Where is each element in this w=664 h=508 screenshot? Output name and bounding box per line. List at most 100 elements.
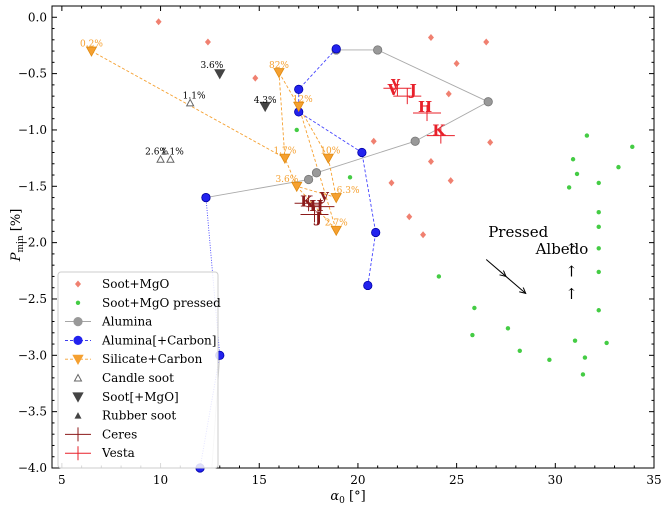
legend-marker [72,354,84,366]
alumina-point [373,45,383,55]
axis-ticks: 5 10 15 20 25 30 35 0.0 −0.5 −1.0 −1.5 −2.0 −2.5 −3.0… [18,6,662,487]
legend-label: Vesta [101,446,135,460]
observation-letter: H [309,197,323,215]
soot-mgo-point [427,158,434,166]
x-tick-label: 5 [58,473,66,487]
soot-mgo-pressed-point [566,185,572,190]
point-labels: 0.2% 82% 12% 1.7% 10% 3.6% 6.3% 2.7% 3.6% 1.1% 4.3… [80,40,446,229]
soot-mgo-pressed-point [616,164,621,170]
ceres-point [300,206,329,223]
soot-mgo-pressed-point [630,144,635,150]
soot-mgo-point [427,34,434,42]
silicate-carbon-point [85,46,98,57]
point-label: 1.7% [273,147,296,157]
x-tick-label: 25 [449,473,464,487]
soot-mgo-point [370,137,377,145]
x-axis-label-unit: [°] [345,489,366,504]
silicate-carbon-line [327,158,337,198]
y-tick-label: −2.5 [18,292,47,306]
series-markers [85,18,635,473]
legend-label: Soot[+MgO] [102,390,179,404]
alumina-point [303,174,314,185]
candle-soot-point [166,154,175,163]
point-label: 2.6% [145,148,168,158]
annotation-text: ↑ [565,285,578,303]
legend-label: Silicate+Carbon [102,352,203,366]
silicate-carbon-line [296,185,337,198]
y-tick-label: −2.0 [18,236,47,250]
silicate-carbon-point [279,153,291,164]
legend-marker [73,335,83,345]
point-label: 12% [293,95,313,105]
silicate-carbon-point [273,68,285,79]
legend-label: Alumina[+Carbon] [101,333,216,347]
soot-mgo-pressed-point [596,210,601,215]
candle-soot-point [156,154,165,163]
soot-mgo-pressed-point [572,338,578,343]
soot-mgo-pressed-point [580,372,586,377]
x-axis-label-sub: 0 [339,496,345,506]
legend-marker [72,392,84,403]
soot-mgo-pressed-point [584,133,590,138]
point-label: 4.3% [254,96,277,106]
silicate-carbon-point [293,101,305,113]
annotation-text: Pressed [488,223,548,241]
vesta-point [413,105,442,122]
legend-label: Soot+MgO [102,277,170,291]
soot-mgo-pressed-point [574,171,580,177]
point-label: 1.1% [161,148,184,158]
observation-letter: y [319,186,330,204]
soot-mgo-pressed-point [547,357,552,363]
annotation-text: ↑ [565,240,578,258]
legend: Soot+MgO Soot+MgO pressed Alumina Alumina[+… [57,271,221,469]
y-tick-label: 0.0 [28,10,47,24]
point-label: 6.3% [337,186,360,196]
soot-mgo-pressed-point [517,348,522,354]
vesta-point [393,88,422,105]
alumina-carbon-low-point [201,192,211,203]
y-axis-label-sub: min [16,235,26,252]
y-axis-label-unit: [%] [9,209,24,236]
y-tick-label: −1.5 [18,179,47,193]
legend-marker [75,300,81,305]
silicate-carbon-line [278,72,300,107]
soot-mgo-point [447,177,454,185]
vesta-point [426,127,455,144]
observation-letter: V [387,81,400,99]
soot-mgo-point [445,90,452,98]
soot-mgo-pressed-point [505,326,511,331]
legend-label: Soot+MgO pressed [102,296,221,310]
alumina-carbon-line [298,48,377,286]
soot-mgo-point [406,213,413,221]
x-tick-label: 20 [350,473,365,487]
observation-letter: H [418,98,432,116]
legend-marker [75,280,81,288]
soot-mgo-pressed-point [582,355,588,360]
point-label: 82% [269,61,289,71]
legend-marker [73,373,83,382]
point-label: 3.6% [275,175,298,185]
observation-letter: J [408,81,417,99]
soot-mgo-point [483,38,490,46]
y-axis-label: Pmin [%] [9,209,26,263]
alumina-carbon-point [331,44,341,54]
y-tick-label: −0.5 [18,67,47,81]
soot-mgo-point [259,101,271,113]
soot-mgo-pressed-point [347,175,353,180]
legend-label: Candle soot [102,371,174,385]
y-axis-label-symbol: P [9,252,24,262]
silicate-carbon-point [330,193,342,204]
x-tick-label: 10 [153,473,168,487]
annotation-text: ↑ [565,262,578,280]
alumina-carbon-point [357,147,367,158]
observation-letter: K [300,193,314,211]
silicate-carbon-point [330,225,342,237]
observation-letter: K [432,122,446,140]
soot-mgo-point [155,18,162,26]
soot-mgo-pressed-point [470,332,475,338]
y-tick-label: −3.0 [18,348,47,362]
x-axis-label-symbol: α [330,489,339,504]
alumina-carbon-point [371,227,381,238]
y-tick-label: −3.5 [18,405,47,419]
